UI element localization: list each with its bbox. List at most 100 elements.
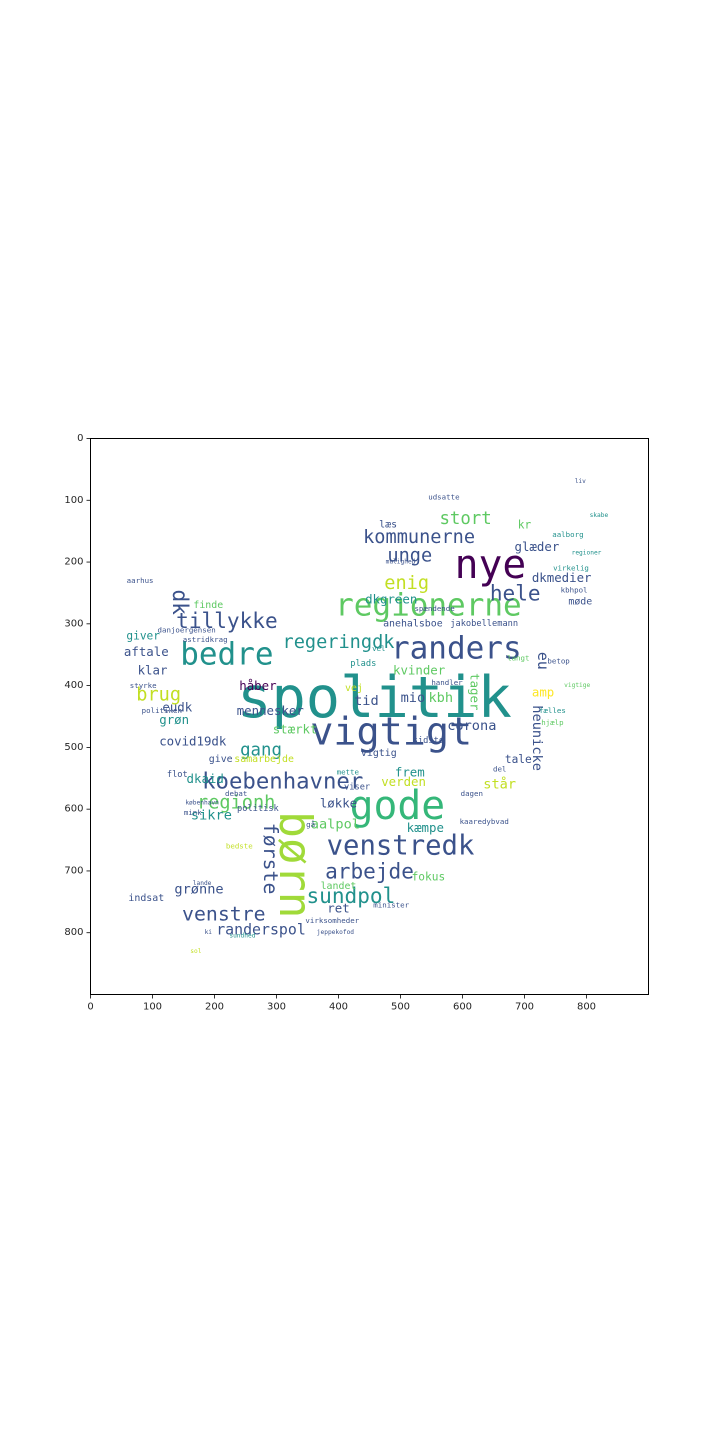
word-68: kbhpol xyxy=(561,585,588,594)
word-50: dkgreen xyxy=(365,592,417,607)
word-59: fokus xyxy=(412,871,446,884)
y-tick-label: 100 xyxy=(64,495,83,506)
word-102: aalborg xyxy=(552,530,583,539)
word-44: kbh xyxy=(428,690,453,706)
word-56: grøn xyxy=(159,712,189,727)
word-110: sol xyxy=(190,948,201,955)
word-46: tid xyxy=(354,693,379,709)
word-47: kvinder xyxy=(393,663,445,678)
word-34: glæder xyxy=(515,539,560,554)
word-39: kæmpe xyxy=(407,820,444,835)
word-6: bedre xyxy=(180,637,273,673)
word-86: astridkrag xyxy=(183,635,228,644)
axes-background xyxy=(90,438,649,995)
word-111: bedste xyxy=(226,842,253,851)
word-9: koebenhavner xyxy=(202,768,363,794)
word-85: danjoergensen xyxy=(157,626,215,635)
word-45: mio xyxy=(401,690,426,706)
y-tick-label: 300 xyxy=(64,618,83,629)
word-3: randers xyxy=(391,631,522,667)
word-7: børn xyxy=(269,811,321,918)
word-57: indsat xyxy=(128,893,164,904)
word-38: løkke xyxy=(320,795,357,810)
word-29: corona xyxy=(447,718,496,734)
x-tick-label: 0 xyxy=(87,1002,93,1013)
word-37: sikre xyxy=(191,807,232,823)
word-5: gode xyxy=(350,783,446,829)
word-112: lande xyxy=(193,880,212,887)
word-107: jeppekofod xyxy=(317,929,355,936)
word-63: udsatte xyxy=(428,493,460,502)
word-19: stort xyxy=(439,509,491,529)
word-61: kr xyxy=(518,518,532,531)
word-27: randerspol xyxy=(216,921,306,939)
word-17: første xyxy=(259,823,282,895)
word-88: politiken xyxy=(142,706,182,715)
word-94: mette xyxy=(337,768,360,777)
word-48: tager xyxy=(467,673,482,710)
word-49: amp xyxy=(532,684,554,699)
word-62: læs xyxy=(379,519,397,530)
word-97: dagen xyxy=(461,789,483,798)
word-82: give xyxy=(209,754,233,765)
word-0: spolitik xyxy=(237,665,512,731)
word-108: sundhed xyxy=(229,932,255,939)
word-73: vel xyxy=(372,644,385,653)
word-33: dkmedier xyxy=(532,570,592,585)
word-79: vigtige xyxy=(564,682,590,689)
word-96: kaaredybvad xyxy=(460,817,509,826)
y-tick-label: 500 xyxy=(64,742,83,753)
word-80: hjælp xyxy=(541,718,564,727)
word-83: flot xyxy=(167,770,188,780)
x-tick-label: 800 xyxy=(577,1002,596,1013)
word-15: venstre xyxy=(182,903,266,926)
word-60: landet xyxy=(321,881,357,892)
word-77: betop xyxy=(547,656,570,665)
word-1: nye xyxy=(455,542,527,588)
word-32: heunicke xyxy=(529,705,545,771)
word-99: minister xyxy=(373,900,409,909)
x-tick-label: 200 xyxy=(205,1002,224,1013)
word-84: finde xyxy=(193,600,223,611)
x-tick-label: 300 xyxy=(267,1002,286,1013)
word-13: arbejde xyxy=(325,858,414,883)
y-axis: 0 100 200 300 400 500 600 700 800 xyxy=(64,433,91,938)
word-23: dk xyxy=(168,590,193,616)
word-95: gå xyxy=(306,820,315,829)
word-91: københavn xyxy=(185,799,219,806)
word-40: verden xyxy=(381,774,426,789)
word-100: virksomheder xyxy=(305,916,359,925)
word-71: sidste xyxy=(413,736,444,746)
word-31: eu xyxy=(534,652,552,670)
word-67: spændende xyxy=(414,604,455,613)
x-tick-label: 400 xyxy=(329,1002,348,1013)
word-54: giver xyxy=(126,630,160,643)
word-89: debat xyxy=(225,789,247,798)
word-2: regionerne xyxy=(335,587,522,623)
word-75: handler xyxy=(431,678,463,687)
word-90: mink xyxy=(184,808,202,817)
word-14: sundpol xyxy=(306,883,395,908)
word-81: samarbejde xyxy=(234,754,294,765)
word-52: klar xyxy=(138,663,168,678)
word-103: liv xyxy=(575,478,586,485)
word-26: mennesker xyxy=(237,703,304,718)
word-109: ki xyxy=(205,929,213,936)
y-tick-label: 600 xyxy=(64,804,83,815)
word-41: frem xyxy=(395,765,425,780)
y-tick-label: 700 xyxy=(64,865,83,876)
word-12: regeringdk xyxy=(283,632,395,653)
word-93: viser xyxy=(344,783,370,793)
word-16: regionh xyxy=(197,792,275,813)
word-30: aalpol xyxy=(311,817,360,833)
word-69: virkelig xyxy=(553,564,589,573)
word-cloud: spolitiknyeregionernerandersvigtigtgodeb… xyxy=(124,478,609,955)
word-4: vigtigt xyxy=(310,709,472,754)
x-tick-label: 700 xyxy=(515,1002,534,1013)
word-55: eudk xyxy=(162,700,192,715)
y-tick-label: 0 xyxy=(77,433,83,444)
word-51: håber xyxy=(239,678,276,693)
y-tick-label: 800 xyxy=(64,927,83,938)
word-22: brug xyxy=(136,684,181,705)
